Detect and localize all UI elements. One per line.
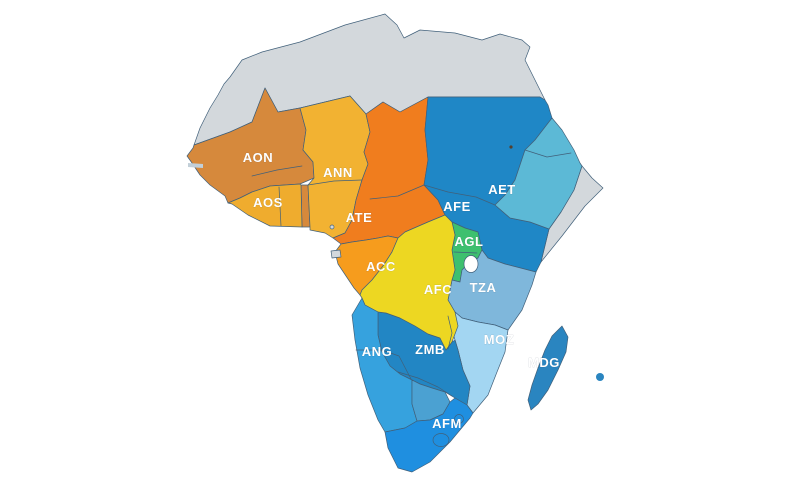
label-afc: AFC: [424, 282, 452, 297]
island-mauritius-dot: [596, 373, 604, 381]
region-aet: [494, 117, 583, 230]
border-zambia-zimbabwe: [397, 371, 453, 397]
border-uganda-rwanda: [453, 251, 478, 254]
label-ate: ATE: [346, 210, 373, 225]
border-angola-namibia: [355, 349, 412, 380]
label-aos: AOS: [253, 195, 283, 210]
enclave-lesotho: [432, 433, 450, 447]
border-sudan-southsudan: [423, 184, 496, 206]
label-zmb: ZMB: [415, 342, 445, 357]
label-acc: ACC: [366, 259, 396, 274]
border-ghana-civ: [278, 186, 282, 227]
region-afc: [359, 214, 459, 351]
border-burkina: [251, 165, 303, 177]
label-afe: AFE: [443, 199, 471, 214]
border-eritrea-ethiopia: [524, 149, 572, 158]
region-afm: [384, 397, 474, 473]
label-aet: AET: [488, 182, 516, 197]
border-nigeria-niger: [307, 179, 363, 186]
area-gambia-sliver: [188, 163, 203, 168]
label-mdg: MDG: [528, 355, 560, 370]
label-agl: AGL: [455, 234, 484, 249]
label-moz: MOZ: [484, 332, 514, 347]
border-malawi: [447, 315, 453, 350]
djibouti-marker-dot: [509, 145, 513, 149]
label-ang: ANG: [362, 344, 392, 359]
region-aos: [227, 183, 303, 228]
enclave-eswatini: [454, 414, 464, 424]
area-equatorial-guinea: [330, 249, 342, 259]
label-tza: TZA: [470, 280, 497, 295]
label-afm: AFM: [432, 416, 462, 431]
region-mdg: [527, 325, 569, 411]
label-ann: ANN: [323, 165, 353, 180]
island-bioko-dot: [329, 224, 335, 230]
lake-victoria: [463, 255, 479, 273]
label-aon: AON: [243, 150, 273, 165]
border-chad-car: [369, 184, 425, 200]
